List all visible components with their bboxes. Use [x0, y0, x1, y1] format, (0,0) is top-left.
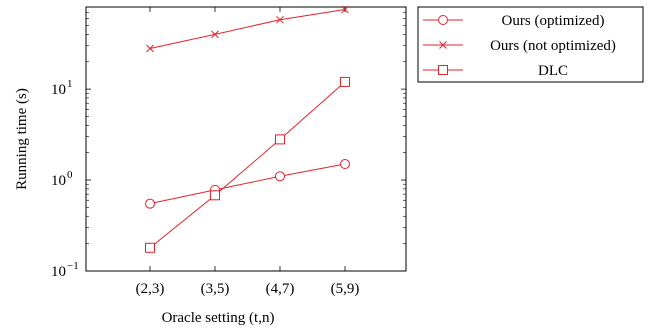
y-tick-exponent: 0	[67, 169, 73, 181]
data-point	[145, 198, 155, 209]
y-tick-label: 10	[51, 82, 66, 98]
data-point	[340, 159, 350, 170]
legend-marker	[438, 15, 448, 25]
data-point	[340, 76, 350, 87]
data-point	[145, 242, 155, 253]
data-point	[341, 5, 349, 14]
x-tick-label: (5,9)	[331, 281, 360, 297]
y-tick-exponent: 1	[67, 78, 73, 90]
legend-label: DLC	[538, 63, 568, 79]
legend-label: Ours (optimized)	[502, 13, 605, 29]
series-1	[146, 5, 349, 53]
series-line	[149, 9, 346, 49]
x-tick-label: (4,7)	[266, 281, 295, 297]
y-tick-label: 10	[51, 173, 66, 189]
legend-item: DLC	[423, 63, 568, 79]
legend: Ours (optimized) Ours (not optimized) DLC	[417, 6, 644, 83]
x-tick-label: (2,3)	[136, 281, 165, 297]
data-point	[275, 171, 285, 182]
y-axis-label: Running time (s)	[14, 88, 30, 190]
x-marker-stroke	[341, 5, 349, 14]
data-point	[276, 15, 284, 24]
series-layer	[145, 5, 350, 253]
y-tick-label: 10	[51, 264, 66, 280]
legend-label: Ours (not optimized)	[490, 38, 616, 54]
legend-marker	[439, 41, 447, 49]
data-point	[211, 30, 219, 39]
data-point	[210, 190, 220, 201]
x-marker-stroke	[276, 15, 284, 24]
x-marker-stroke	[146, 44, 154, 53]
x-marker-stroke	[439, 41, 447, 49]
legend-item: Ours (not optimized)	[423, 38, 616, 54]
series-line	[149, 81, 346, 249]
series-2	[145, 76, 350, 253]
data-point	[146, 44, 154, 53]
x-marker-stroke	[211, 30, 219, 39]
legend-marker	[438, 65, 448, 75]
series-line	[149, 163, 346, 205]
legend-item: Ours (optimized)	[423, 13, 604, 29]
plot-frame	[85, 6, 407, 272]
data-point	[275, 134, 285, 145]
y-tick-exponent: −1	[67, 260, 79, 272]
x-tick-label: (3,5)	[201, 281, 230, 297]
series-0	[145, 159, 350, 209]
x-axis-label: Oracle setting (t,n)	[162, 310, 275, 326]
